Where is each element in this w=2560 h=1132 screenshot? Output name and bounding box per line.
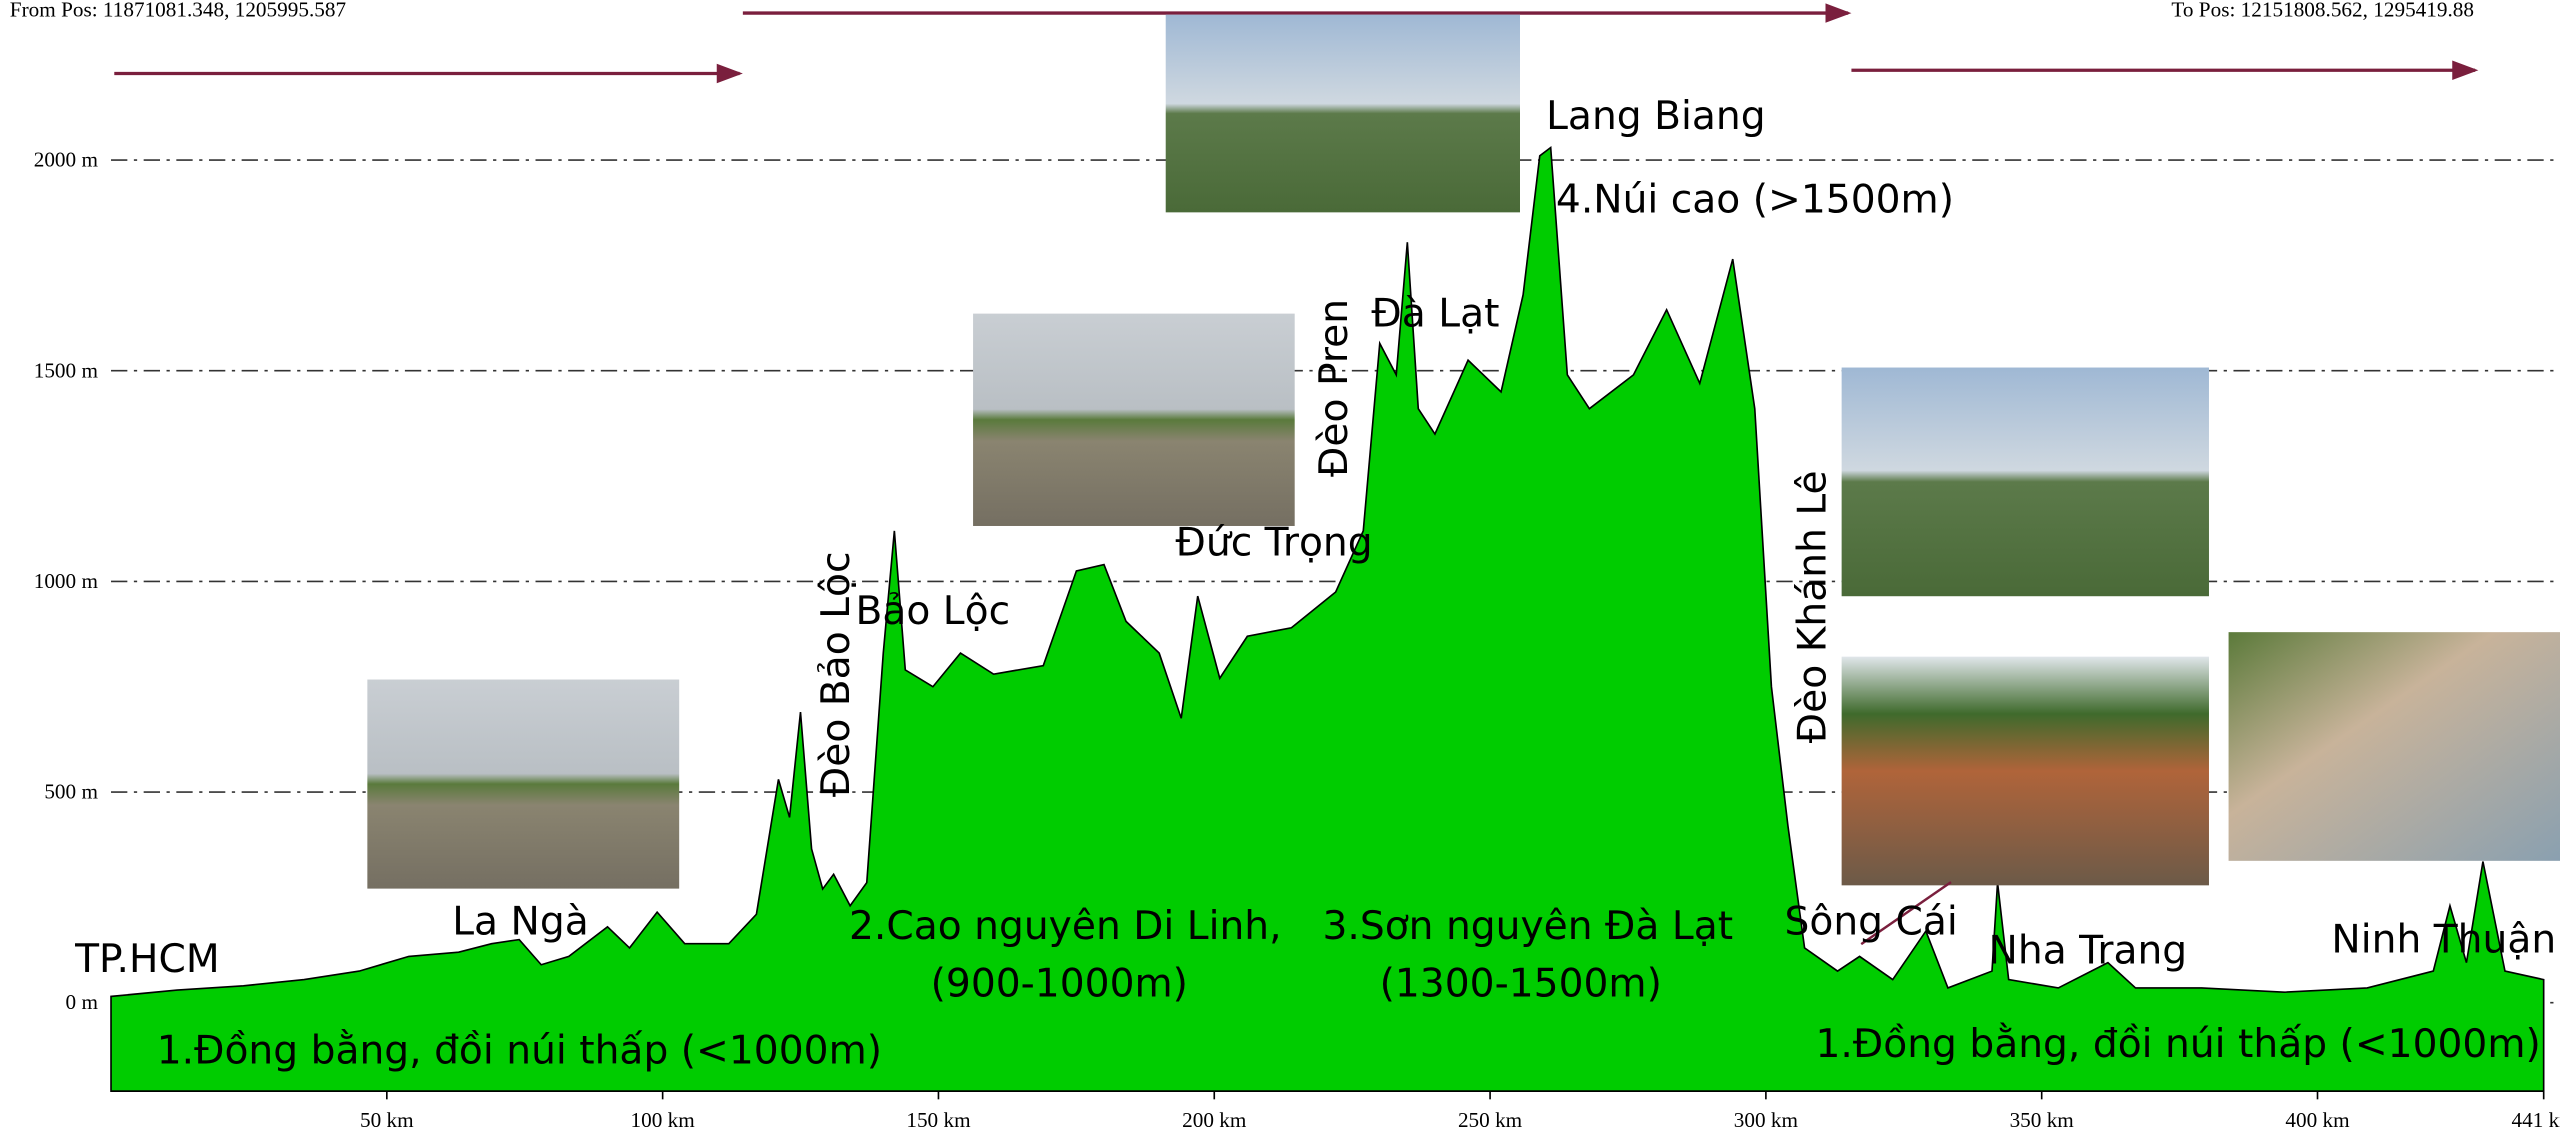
annotation: 4.Núi cao (>1500m)	[1556, 177, 1954, 222]
annotation: 1.Đồng bằng, đồi núi thấp (<1000m)	[1816, 1022, 2541, 1067]
y-tick-label: 1000 m	[34, 569, 99, 593]
x-tick-label: 441 km	[2512, 1108, 2560, 1132]
annotation: Nha Trang	[1989, 929, 2188, 974]
annotation: 3.Sơn nguyên Đà Lạt	[1322, 904, 1733, 949]
photo-la-nga	[367, 680, 679, 889]
x-tick-label: 300 km	[1734, 1108, 1799, 1132]
plot: 50 km 100 km 150 km 200 km 250 km 300 km 350 k…	[111, 148, 2560, 1132]
photo-bridge	[973, 314, 1295, 526]
y-tick-label: 2000 m	[34, 148, 99, 172]
annotation: Đà Lạt	[1371, 292, 1499, 337]
annotation: Đèo Bảo Lộc	[814, 551, 859, 797]
from-pos: From Pos: 11871081.348, 1205995.587	[10, 0, 346, 21]
annotation: Sông Cái	[1784, 899, 1957, 944]
x-tick-label: 200 km	[1182, 1108, 1247, 1132]
y-tick-label: 0 m	[66, 990, 99, 1014]
x-tick-label: 150 km	[906, 1108, 971, 1132]
annotation: Bảo Lộc	[856, 589, 1011, 634]
photo-lang-biang	[1166, 15, 1520, 213]
x-tick-label: 100 km	[631, 1108, 696, 1132]
annotation: (900-1000m)	[931, 961, 1188, 1006]
annotation: 2.Cao nguyên Di Linh,	[849, 904, 1282, 949]
photo-ninh-thuan	[2229, 632, 2560, 861]
annotation: Lang Biang	[1546, 94, 1765, 139]
annotation: 1.Đồng bằng, đồi núi thấp (<1000m)	[157, 1028, 882, 1073]
y-tick-label: 1500 m	[34, 358, 99, 382]
annotation: Ninh Thuận	[2331, 917, 2556, 962]
x-tick-label: 400 km	[2285, 1108, 2350, 1132]
y-tick-label: 500 m	[44, 780, 98, 804]
annotation: Đèo Pren	[1312, 299, 1357, 477]
to-pos: To Pos: 12151808.562, 1295419.88	[2171, 0, 2474, 21]
photo-khanh-le	[1842, 368, 2209, 597]
x-tick-label: 50 km	[360, 1108, 414, 1132]
x-tick-label: 250 km	[1458, 1108, 1523, 1132]
annotation: La Ngà	[452, 899, 588, 944]
annotation: TP.HCM	[74, 937, 220, 982]
x-tick-label: 350 km	[2010, 1108, 2075, 1132]
annotation: (1300-1500m)	[1380, 961, 1662, 1006]
photo-song-cai	[1842, 657, 2209, 886]
elevation-profile: From Pos: 11871081.348, 1205995.587 To P…	[0, 0, 2560, 1132]
annotation: Đèo Khánh Lê	[1790, 470, 1835, 743]
annotation: Đức Trọng	[1176, 520, 1373, 565]
